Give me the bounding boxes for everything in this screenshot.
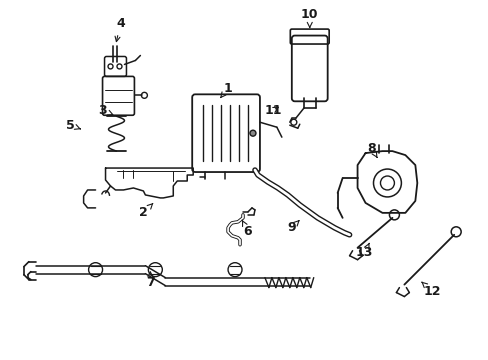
- Text: 13: 13: [355, 243, 372, 259]
- Text: 10: 10: [301, 8, 318, 27]
- Text: 7: 7: [146, 272, 154, 289]
- Text: 9: 9: [287, 221, 299, 234]
- Text: 3: 3: [98, 104, 113, 117]
- Text: 2: 2: [139, 203, 152, 219]
- Text: 5: 5: [66, 119, 81, 132]
- Text: 1: 1: [220, 82, 232, 98]
- Text: 4: 4: [115, 17, 124, 42]
- Circle shape: [249, 130, 255, 136]
- Text: 12: 12: [421, 282, 440, 298]
- Text: 6: 6: [242, 220, 252, 238]
- Text: 11: 11: [264, 104, 281, 117]
- Text: 8: 8: [366, 141, 376, 158]
